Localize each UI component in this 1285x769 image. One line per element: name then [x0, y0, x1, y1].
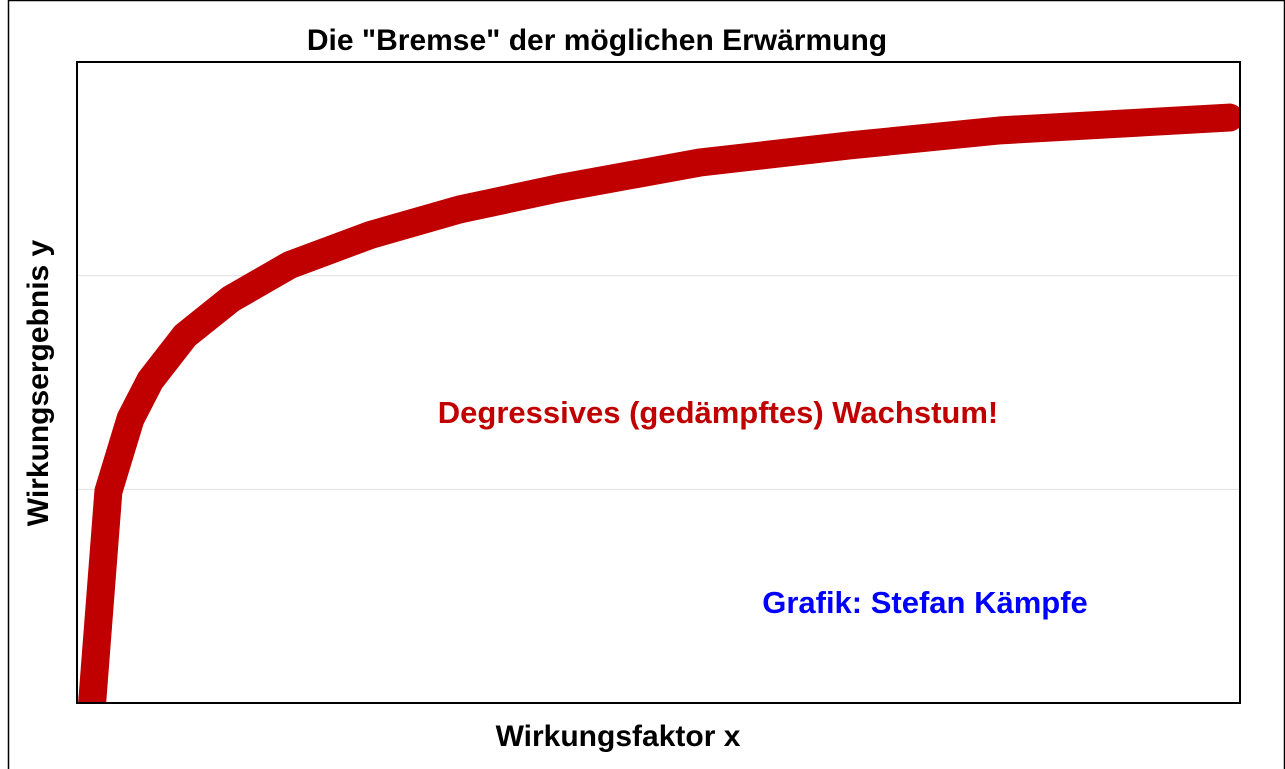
grid [77, 275, 1240, 490]
annotation: Grafik: Stefan Kämpfe [762, 585, 1088, 620]
line [78, 103, 1240, 703]
annotation: Degressives (gedämpftes) Wachstum! [438, 395, 998, 430]
plot-border [76, 61, 1241, 704]
plot [78, 103, 1240, 703]
chart-title: Die "Bremse" der möglichen Erwärmung [307, 24, 887, 57]
x-axis-label: Wirkungsfaktor x [496, 720, 741, 753]
y-axis-label: Wirkungsergebnis y [22, 239, 55, 526]
annotations: Degressives (gedämpftes) Wachstum! Grafik… [438, 395, 1088, 620]
